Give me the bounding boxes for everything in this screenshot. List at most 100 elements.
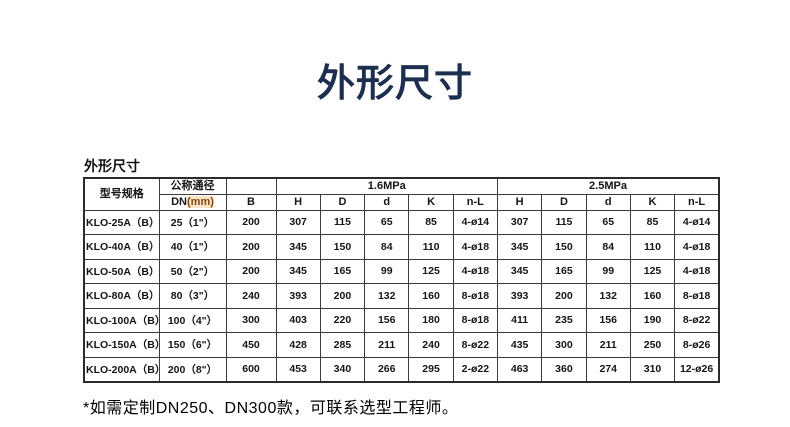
cell-d-p25: 274	[585, 356, 631, 382]
col-header-dn: DN(mm)	[158, 193, 227, 211]
cell-d-p16: 340	[319, 356, 366, 382]
cell-d-p16: 65	[364, 209, 410, 235]
cell-k-p25: 110	[629, 234, 676, 260]
cell-model: KLO-25A（B）	[83, 209, 160, 235]
cell-nl-p16: 2-ø22	[452, 356, 498, 382]
cell-h-p25: 345	[496, 258, 543, 284]
cell-k-p25: 310	[629, 356, 676, 382]
col-header-spacer	[225, 177, 277, 195]
cell-h-p25: 411	[496, 307, 543, 333]
cell-k-p16: 125	[408, 258, 454, 284]
col-header-nl-1-6mpa: n-L	[452, 193, 498, 211]
col-header-d-1-6mpa: d	[364, 193, 410, 211]
cell-nl-p25: 8-ø22	[674, 307, 720, 333]
cell-dn: 200（8"）	[158, 356, 227, 382]
cell-h-p16: 428	[275, 332, 321, 358]
page-title: 外形尺寸	[316, 63, 473, 105]
cell-model: KLO-200A（B）	[83, 356, 160, 382]
cell-model: KLO-80A（B）	[83, 283, 160, 309]
table-row: KLO-25A（B） 25（1"） 200 307 115 65 85 4-ø14 307 115…	[83, 209, 720, 235]
cell-k-p16: 180	[408, 307, 454, 333]
col-header-d-2-5mpa: d	[585, 193, 631, 211]
cell-k-p25: 160	[629, 283, 676, 309]
col-header-nominal-diameter: 公称通径	[158, 177, 227, 195]
col-header-nl-2-5mpa: n-L	[674, 193, 720, 211]
col-header-k-1-6mpa: K	[408, 193, 454, 211]
cell-h-p25: 307	[496, 209, 543, 235]
cell-d-p25: 150	[541, 234, 587, 260]
cell-h-p25: 345	[496, 234, 543, 260]
cell-nl-p16: 8-ø18	[452, 307, 498, 333]
cell-d-p25: 165	[541, 258, 587, 284]
cell-h-p16: 345	[275, 258, 321, 284]
cell-d-p25: 84	[585, 234, 631, 260]
cell-k-p25: 125	[629, 258, 676, 284]
cell-h-p16: 453	[275, 356, 321, 382]
cell-d-p25: 360	[541, 356, 587, 382]
cell-b: 200	[225, 234, 277, 260]
cell-nl-p25: 4-ø14	[674, 209, 720, 235]
table-row: KLO-80A（B） 80（3"） 240 393 200 132 160 8-ø18 393 2…	[83, 283, 720, 309]
col-header-d-2-5mpa: D	[541, 193, 587, 211]
cell-k-p16: 110	[408, 234, 454, 260]
col-header-k-2-5mpa: K	[629, 193, 676, 211]
cell-d-p16: 99	[364, 258, 410, 284]
cell-d-p16: 115	[319, 209, 366, 235]
cell-d-p25: 132	[585, 283, 631, 309]
cell-d-p16: 200	[319, 283, 366, 309]
cell-h-p25: 393	[496, 283, 543, 309]
cell-d-p16: 132	[364, 283, 410, 309]
cell-dn: 150（6"）	[158, 332, 227, 358]
cell-d-p16: 285	[319, 332, 366, 358]
table-row: KLO-150A（B） 150（6"） 450 428 285 211 240 8-ø22 43…	[83, 332, 720, 358]
cell-k-p16: 240	[408, 332, 454, 358]
cell-nl-p16: 8-ø18	[452, 283, 498, 309]
cell-d-p25: 156	[585, 307, 631, 333]
cell-nl-p16: 4-ø18	[452, 258, 498, 284]
dn-label: DN	[171, 195, 187, 208]
cell-k-p16: 295	[408, 356, 454, 382]
cell-k-p16: 160	[408, 283, 454, 309]
cell-h-p25: 435	[496, 332, 543, 358]
cell-d-p25: 300	[541, 332, 587, 358]
dn-unit-label: (mm)	[187, 195, 214, 208]
cell-k-p16: 85	[408, 209, 454, 235]
cell-b: 200	[225, 209, 277, 235]
cell-d-p25: 115	[541, 209, 587, 235]
cell-nl-p25: 12-ø26	[674, 356, 720, 382]
cell-dn: 50（2"）	[158, 258, 227, 284]
cell-dn: 80（3"）	[158, 283, 227, 309]
cell-dn: 100（4"）	[158, 307, 227, 333]
col-header-d-1-6mpa: D	[319, 193, 366, 211]
cell-dn: 25（1"）	[158, 209, 227, 235]
cell-nl-p25: 4-ø18	[674, 234, 720, 260]
cell-h-p16: 307	[275, 209, 321, 235]
cell-k-p25: 250	[629, 332, 676, 358]
cell-b: 200	[225, 258, 277, 284]
cell-nl-p25: 4-ø18	[674, 258, 720, 284]
cell-d-p16: 156	[364, 307, 410, 333]
cell-d-p25: 235	[541, 307, 587, 333]
cell-d-p25: 200	[541, 283, 587, 309]
cell-model: KLO-150A（B）	[83, 332, 160, 358]
cell-h-p16: 345	[275, 234, 321, 260]
cell-h-p16: 403	[275, 307, 321, 333]
cell-b: 240	[225, 283, 277, 309]
cell-nl-p16: 8-ø22	[452, 332, 498, 358]
cell-nl-p25: 8-ø18	[674, 283, 720, 309]
cell-k-p25: 85	[629, 209, 676, 235]
cell-d-p16: 84	[364, 234, 410, 260]
cell-d-p25: 211	[585, 332, 631, 358]
cell-h-p16: 393	[275, 283, 321, 309]
header-row-groups: 型号规格 公称通径 1.6MPa 2.5MPa	[83, 177, 720, 211]
cell-d-p16: 220	[319, 307, 366, 333]
cell-b: 450	[225, 332, 277, 358]
col-header-h-2-5mpa: H	[496, 193, 543, 211]
cell-d-p16: 266	[364, 356, 410, 382]
col-header-model: 型号规格	[83, 177, 160, 211]
col-header-h-1-6mpa: H	[275, 193, 321, 211]
